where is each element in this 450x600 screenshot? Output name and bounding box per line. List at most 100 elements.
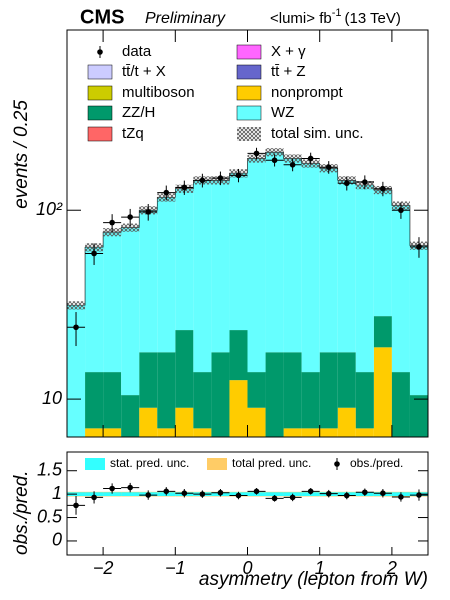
stack-bar [319,428,338,437]
stat-unc-band [121,492,140,497]
data-point [217,175,224,181]
ratio-point [380,490,386,497]
data-point [380,185,386,192]
stack-bar [85,247,104,373]
stack-bar [121,227,140,396]
ratio-point [217,489,224,496]
stack-bar [409,245,428,396]
stack-bar [157,428,176,437]
stack-bar [247,372,266,408]
stack-bar [265,152,284,353]
data-point [253,150,260,157]
stat-unc-band [103,492,122,497]
data-point [181,184,188,191]
cms-label: CMS [80,6,124,28]
ratio-point [398,494,404,500]
stack-bar [337,407,356,437]
ratio-point [289,494,296,501]
ratio-point [181,490,188,497]
y-axis-label: events / 0.25 [11,100,32,209]
data-point [91,250,97,257]
stack-bar [337,180,356,353]
legend-label: tZq [122,125,144,142]
stack-bar [67,305,86,437]
lumi-label: <lumi> fb-1 (13 TeV) [270,7,401,27]
stack-bar [175,330,194,408]
stack-bar [175,188,194,331]
stack-bar [229,330,248,381]
stack-bar [283,428,302,437]
ratio-point [145,492,152,498]
legend-swatch [207,458,227,470]
stack-bar [193,372,212,429]
ratio-y-tick-label: 0 [52,530,62,550]
ratio-point [73,502,79,509]
x-axis-label: asymmetry (lepton from W) [199,569,428,590]
data-point [199,177,206,184]
stack-bar [103,232,122,373]
stack-bar [373,347,392,437]
stack-bar [373,189,392,317]
stack-bar [391,205,410,373]
x-tick-label: 1 [315,558,325,578]
legend-swatch [237,127,261,141]
ratio-point [343,492,350,499]
ratio-plot [67,482,428,515]
stack-bar [121,395,140,437]
ratio-point [235,492,242,499]
ratio-point [127,484,133,491]
data-point [416,244,422,250]
stack-bar [247,407,266,437]
sim-unc-band [265,148,284,157]
data-point [163,189,170,196]
data-point [109,219,115,226]
stack-bar [229,173,248,331]
stack-bar [319,168,338,353]
stack-bar [283,158,302,353]
stack-bar [355,428,374,437]
legend-label: total sim. unc. [271,125,364,142]
stack-bar [157,197,176,353]
sim-unc-band [283,154,302,163]
stack-bar [139,210,158,353]
legend-swatch [236,105,262,121]
data-point [362,179,368,185]
stack-bar [391,372,410,437]
data-point [235,172,242,179]
data-point [289,161,296,168]
legend-swatch [236,44,262,60]
ratio-point [307,488,314,495]
data-point [145,209,152,215]
legend-label: tt̄/t + X [122,63,166,80]
stack-bar [301,163,320,373]
preliminary-label: Preliminary [145,10,226,27]
y-tick-label: 10² [36,199,63,219]
data-point [271,157,278,164]
stack-bar [355,185,374,373]
overlay: −2 −1 0 1 2 10 10² 0 0.5 1 1.5 data tt̄/t + X multibo… [36,29,429,578]
stack-bar [301,428,320,437]
main-plot [67,147,428,437]
legend-swatch [87,105,113,121]
data-point [307,155,314,162]
stack-bar [337,352,356,408]
legend-label: WZ [271,104,294,121]
data-point [343,180,350,187]
data-point [325,164,332,170]
legend-label: multiboson [122,84,195,101]
stack-bar [103,428,122,437]
stack-bar [301,372,320,429]
stack-bar [139,352,158,408]
ratio-y-axis-label: obs./pred. [11,471,32,556]
stack-bar [85,428,104,437]
legend-swatch [87,64,113,80]
energy: (13 TeV) [344,10,400,27]
stack-bar [211,180,230,353]
ratio-point [325,490,332,497]
ratio-point [271,495,278,502]
stack-bar [193,428,212,437]
stack-bar [157,352,176,429]
x-tick-label: 0 [242,558,252,578]
ratio-point [253,488,260,495]
